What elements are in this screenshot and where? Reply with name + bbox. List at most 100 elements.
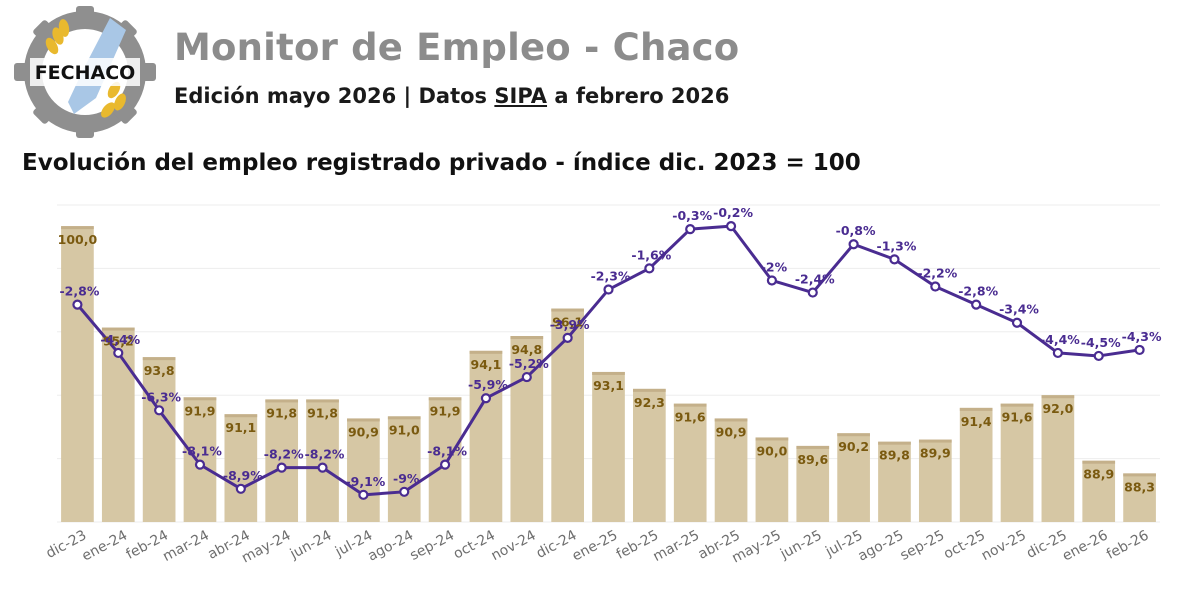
line-label-mar-24: -8,1% [182, 444, 222, 459]
bar-label-ene-24: 95,2 [103, 334, 134, 349]
bar-ene-24 [101, 327, 135, 522]
line-point-dic-25 [1052, 347, 1063, 359]
line-point-feb-24 [154, 405, 165, 416]
bar-label-dic-24: 96,1 [552, 315, 583, 330]
x-tick-ene-26: ene-26 [1060, 527, 1111, 564]
x-tick-ago-24: ago-24 [365, 527, 416, 564]
line-point-ene-25 [603, 284, 614, 295]
bar-label-feb-25: 92,3 [634, 395, 665, 410]
bar-ene-26 [1082, 460, 1116, 522]
line-label-sep-25: -2,2% [917, 266, 957, 281]
bar-label-abr-24: 91,1 [225, 420, 256, 435]
line-point-jun-25 [807, 287, 818, 298]
bar-label-oct-25: 91,4 [961, 414, 992, 429]
bar-label-ago-24: 91,0 [389, 422, 420, 437]
line-label-ago-24: -9% [393, 471, 420, 486]
line-label-oct-25: -2,8% [958, 284, 998, 299]
x-tick-ago-25: ago-25 [855, 527, 906, 564]
bar-top-ene-26 [1082, 460, 1116, 464]
bar-label-may-25: 90,0 [756, 443, 787, 458]
bar-abr-24 [224, 414, 258, 522]
line-label-sep-24: -8,1% [427, 444, 467, 459]
bar-top-ene-24 [101, 327, 135, 331]
line-label-jul-24: -9,1% [345, 474, 385, 489]
bar-top-jul-25 [837, 433, 870, 437]
bar-top-may-25 [755, 437, 789, 441]
line-label-oct-24: -5,9% [468, 377, 508, 392]
logo-text: FECHACO [35, 62, 136, 84]
bar-top-jul-24 [347, 418, 380, 422]
bar-label-abr-25: 90,9 [716, 424, 747, 439]
bar-may-24 [265, 399, 299, 522]
bar-label-nov-24: 94,8 [511, 342, 542, 357]
x-tick-oct-24: oct-24 [451, 527, 498, 562]
x-tick-mar-24: mar-24 [160, 527, 212, 565]
line-label-abr-24: -8,9% [223, 468, 263, 483]
bar-mar-25 [673, 403, 707, 522]
sipa-link[interactable]: SIPA [494, 84, 548, 108]
line-label-jun-24: -8,2% [305, 447, 345, 462]
line-point-abr-24 [235, 483, 246, 494]
line-label-feb-25: -1,6% [631, 247, 671, 262]
line-point-jun-24 [317, 462, 328, 473]
line-point-ene-26 [1093, 350, 1104, 362]
bar-label-sep-25: 89,9 [920, 446, 951, 461]
bar-label-oct-24: 94,1 [471, 357, 502, 372]
line-label-ago-25: -1,3% [877, 238, 917, 253]
bar-top-feb-25 [633, 388, 666, 392]
line-point-oct-25 [971, 299, 982, 310]
line-label-mar-25: -0,3% [672, 208, 712, 223]
line-point-abr-25 [725, 221, 737, 232]
line-point-sep-25 [930, 281, 941, 292]
bar-ene-25 [592, 371, 625, 522]
bar-top-mar-25 [673, 403, 707, 407]
bar-top-may-24 [265, 399, 299, 403]
x-tick-sep-24: sep-24 [407, 527, 457, 564]
fechaco-logo: FECHACO [14, 6, 156, 138]
line-point-feb-25 [644, 263, 655, 274]
bar-label-ene-26: 88,9 [1083, 467, 1114, 482]
x-axis-ticks: dic-23ene-24feb-24mar-24abr-24may-24jun-… [44, 527, 1152, 566]
bar-jul-24 [347, 418, 380, 522]
line-label-feb-26: -4,3% [1122, 329, 1162, 344]
bar-label-sep-24: 91,9 [430, 403, 461, 418]
bar-value-labels: 100,0 95,2 93,8 91,9 91,1 91,8 91,8 90,9 91,0 91,… [58, 232, 1155, 494]
bar-top-ago-24 [387, 416, 421, 420]
bar-top-feb-24 [142, 357, 176, 361]
line-label-abr-25: -0,2% [713, 205, 753, 220]
bar-feb-25 [633, 388, 666, 522]
x-tick-jun-24: jun-24 [287, 527, 335, 563]
line-point-sep-24 [439, 459, 451, 470]
bar-label-jun-24: 91,8 [307, 405, 338, 420]
bar-label-may-24: 91,8 [266, 405, 297, 420]
line-point-mar-24 [194, 459, 206, 470]
line-point-oct-24 [480, 393, 492, 404]
bar-top-sep-25 [918, 439, 952, 443]
bar-oct-24 [469, 350, 503, 522]
bar-label-mar-25: 91,6 [675, 410, 706, 425]
bar-oct-25 [959, 407, 993, 522]
x-tick-nov-24: nov-24 [489, 527, 539, 564]
line-point-ago-24 [399, 486, 410, 497]
bar-label-jun-25: 89,6 [797, 452, 828, 467]
bar-label-dic-23: 100,0 [58, 232, 98, 247]
line-point-feb-26 [1134, 344, 1145, 356]
bar-label-jul-24: 90,9 [348, 424, 379, 439]
bar-jul-25 [837, 433, 870, 522]
bar-top-mar-24 [183, 397, 217, 401]
bar-ago-24 [387, 416, 421, 522]
line-point-may-24 [276, 462, 287, 473]
line-label-feb-24: -6,3% [141, 389, 181, 404]
line-label-may-25: -2% [761, 259, 788, 274]
bar-top-dic-24 [551, 308, 584, 312]
bar-series [61, 226, 1156, 522]
line-label-may-24: -8,2% [264, 447, 304, 462]
bar-dic-24 [551, 308, 584, 522]
line-label-nov-25: -3,4% [999, 302, 1039, 317]
bar-top-abr-24 [224, 414, 258, 418]
subtitle-text-start: Edición mayo 2026 | Datos [174, 84, 495, 108]
page-title: Monitor de Empleo - Chaco [174, 26, 740, 69]
bar-label-jul-25: 90,2 [838, 439, 869, 454]
line-point-ago-25 [889, 254, 900, 265]
